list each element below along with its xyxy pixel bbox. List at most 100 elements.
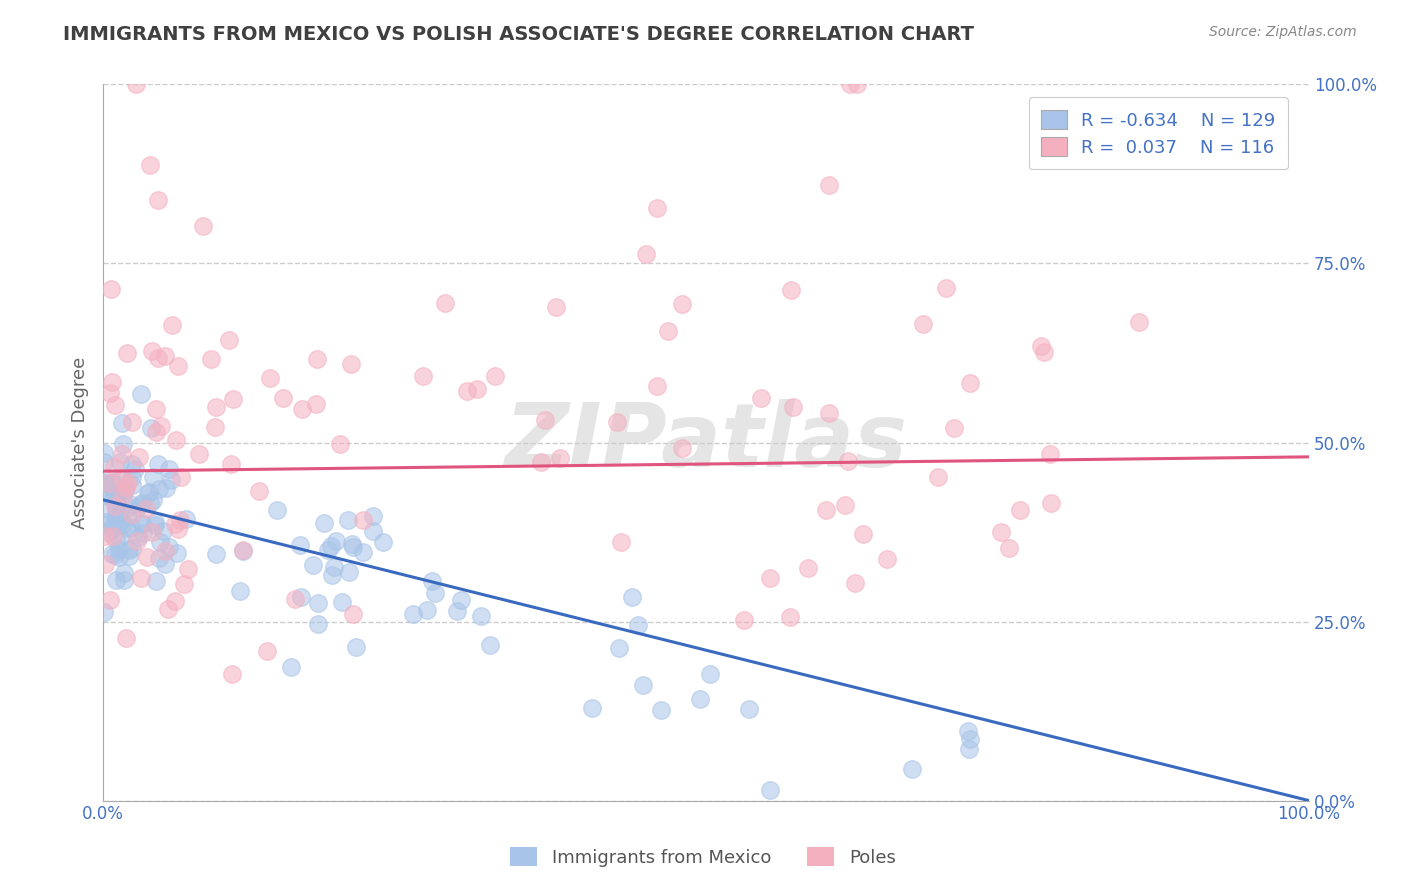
Immigrants from Mexico (121, 541, 143, 556)
Immigrants from Mexico (110, 481, 132, 495)
Immigrants from Mexico (103, 481, 125, 495)
Immigrants from Mexico (94, 515, 117, 529)
Poles (204, 420, 226, 434)
Poles (104, 398, 127, 412)
Poles (146, 193, 169, 207)
Immigrants from Mexico (307, 597, 329, 611)
Poles (163, 594, 186, 608)
Immigrants from Mexico (111, 417, 134, 431)
Immigrants from Mexico (620, 591, 643, 605)
Poles (546, 300, 568, 314)
Poles (751, 392, 773, 406)
Poles (222, 392, 245, 406)
Immigrants from Mexico (689, 691, 711, 706)
Poles (141, 524, 163, 539)
Immigrants from Mexico (118, 542, 141, 557)
Poles (645, 202, 668, 216)
Poles (219, 457, 242, 471)
Poles (636, 247, 658, 261)
Poles (256, 644, 278, 658)
Poles (150, 419, 173, 434)
Poles (606, 415, 628, 429)
Poles (340, 357, 363, 371)
Immigrants from Mexico (97, 502, 120, 516)
Poles (135, 502, 157, 516)
Poles (125, 534, 148, 549)
Poles (163, 517, 186, 532)
Poles (101, 375, 124, 389)
Poles (247, 483, 270, 498)
Poles (121, 508, 143, 522)
Immigrants from Mexico (108, 541, 131, 556)
Immigrants from Mexico (149, 535, 172, 549)
Immigrants from Mexico (152, 524, 174, 538)
Immigrants from Mexico (307, 617, 329, 632)
Immigrants from Mexico (101, 519, 124, 533)
Immigrants from Mexico (93, 446, 115, 460)
Text: IMMIGRANTS FROM MEXICO VS POLISH ASSOCIATE'S DEGREE CORRELATION CHART: IMMIGRANTS FROM MEXICO VS POLISH ASSOCIA… (63, 25, 974, 44)
Poles (94, 529, 117, 543)
Immigrants from Mexico (318, 542, 340, 557)
Immigrants from Mexico (758, 783, 780, 797)
Poles (115, 346, 138, 360)
Poles (837, 454, 859, 468)
Poles (852, 527, 875, 541)
Poles (145, 402, 167, 417)
Poles (121, 415, 143, 429)
Poles (959, 376, 981, 390)
Poles (935, 281, 957, 295)
Immigrants from Mexico (117, 549, 139, 563)
Poles (155, 544, 177, 558)
Poles (167, 522, 190, 536)
Immigrants from Mexico (124, 462, 146, 476)
Immigrants from Mexico (155, 481, 177, 495)
Immigrants from Mexico (416, 603, 439, 617)
Immigrants from Mexico (205, 547, 228, 561)
Poles (834, 498, 856, 512)
Text: ZIPatlas: ZIPatlas (505, 399, 908, 486)
Immigrants from Mexico (93, 605, 115, 619)
Immigrants from Mexico (319, 539, 342, 553)
Poles (609, 535, 631, 549)
Immigrants from Mexico (959, 731, 981, 746)
Immigrants from Mexico (110, 472, 132, 486)
Immigrants from Mexico (132, 525, 155, 540)
Immigrants from Mexico (107, 550, 129, 565)
Immigrants from Mexico (121, 477, 143, 491)
Immigrants from Mexico (100, 547, 122, 561)
Poles (205, 400, 228, 414)
Immigrants from Mexico (105, 511, 128, 525)
Poles (103, 529, 125, 543)
Text: Source: ZipAtlas.com: Source: ZipAtlas.com (1209, 25, 1357, 39)
Y-axis label: Associate's Degree: Associate's Degree (72, 357, 89, 529)
Poles (218, 333, 240, 347)
Immigrants from Mexico (112, 566, 135, 580)
Immigrants from Mexico (312, 516, 335, 530)
Poles (797, 560, 820, 574)
Immigrants from Mexico (627, 617, 650, 632)
Immigrants from Mexico (139, 420, 162, 434)
Poles (117, 475, 139, 490)
Immigrants from Mexico (352, 544, 374, 558)
Immigrants from Mexico (322, 560, 344, 574)
Poles (94, 557, 117, 571)
Immigrants from Mexico (117, 509, 139, 524)
Immigrants from Mexico (290, 591, 312, 605)
Immigrants from Mexico (361, 508, 384, 523)
Immigrants from Mexico (131, 496, 153, 510)
Immigrants from Mexico (146, 457, 169, 471)
Poles (191, 219, 214, 233)
Immigrants from Mexico (101, 475, 124, 490)
Immigrants from Mexico (104, 573, 127, 587)
Poles (911, 318, 934, 332)
Immigrants from Mexico (232, 544, 254, 558)
Poles (136, 549, 159, 564)
Immigrants from Mexico (901, 762, 924, 776)
Immigrants from Mexico (93, 518, 115, 533)
Poles (657, 324, 679, 338)
Immigrants from Mexico (145, 574, 167, 589)
Poles (128, 450, 150, 464)
Immigrants from Mexico (118, 500, 141, 514)
Immigrants from Mexico (631, 678, 654, 692)
Poles (284, 591, 307, 606)
